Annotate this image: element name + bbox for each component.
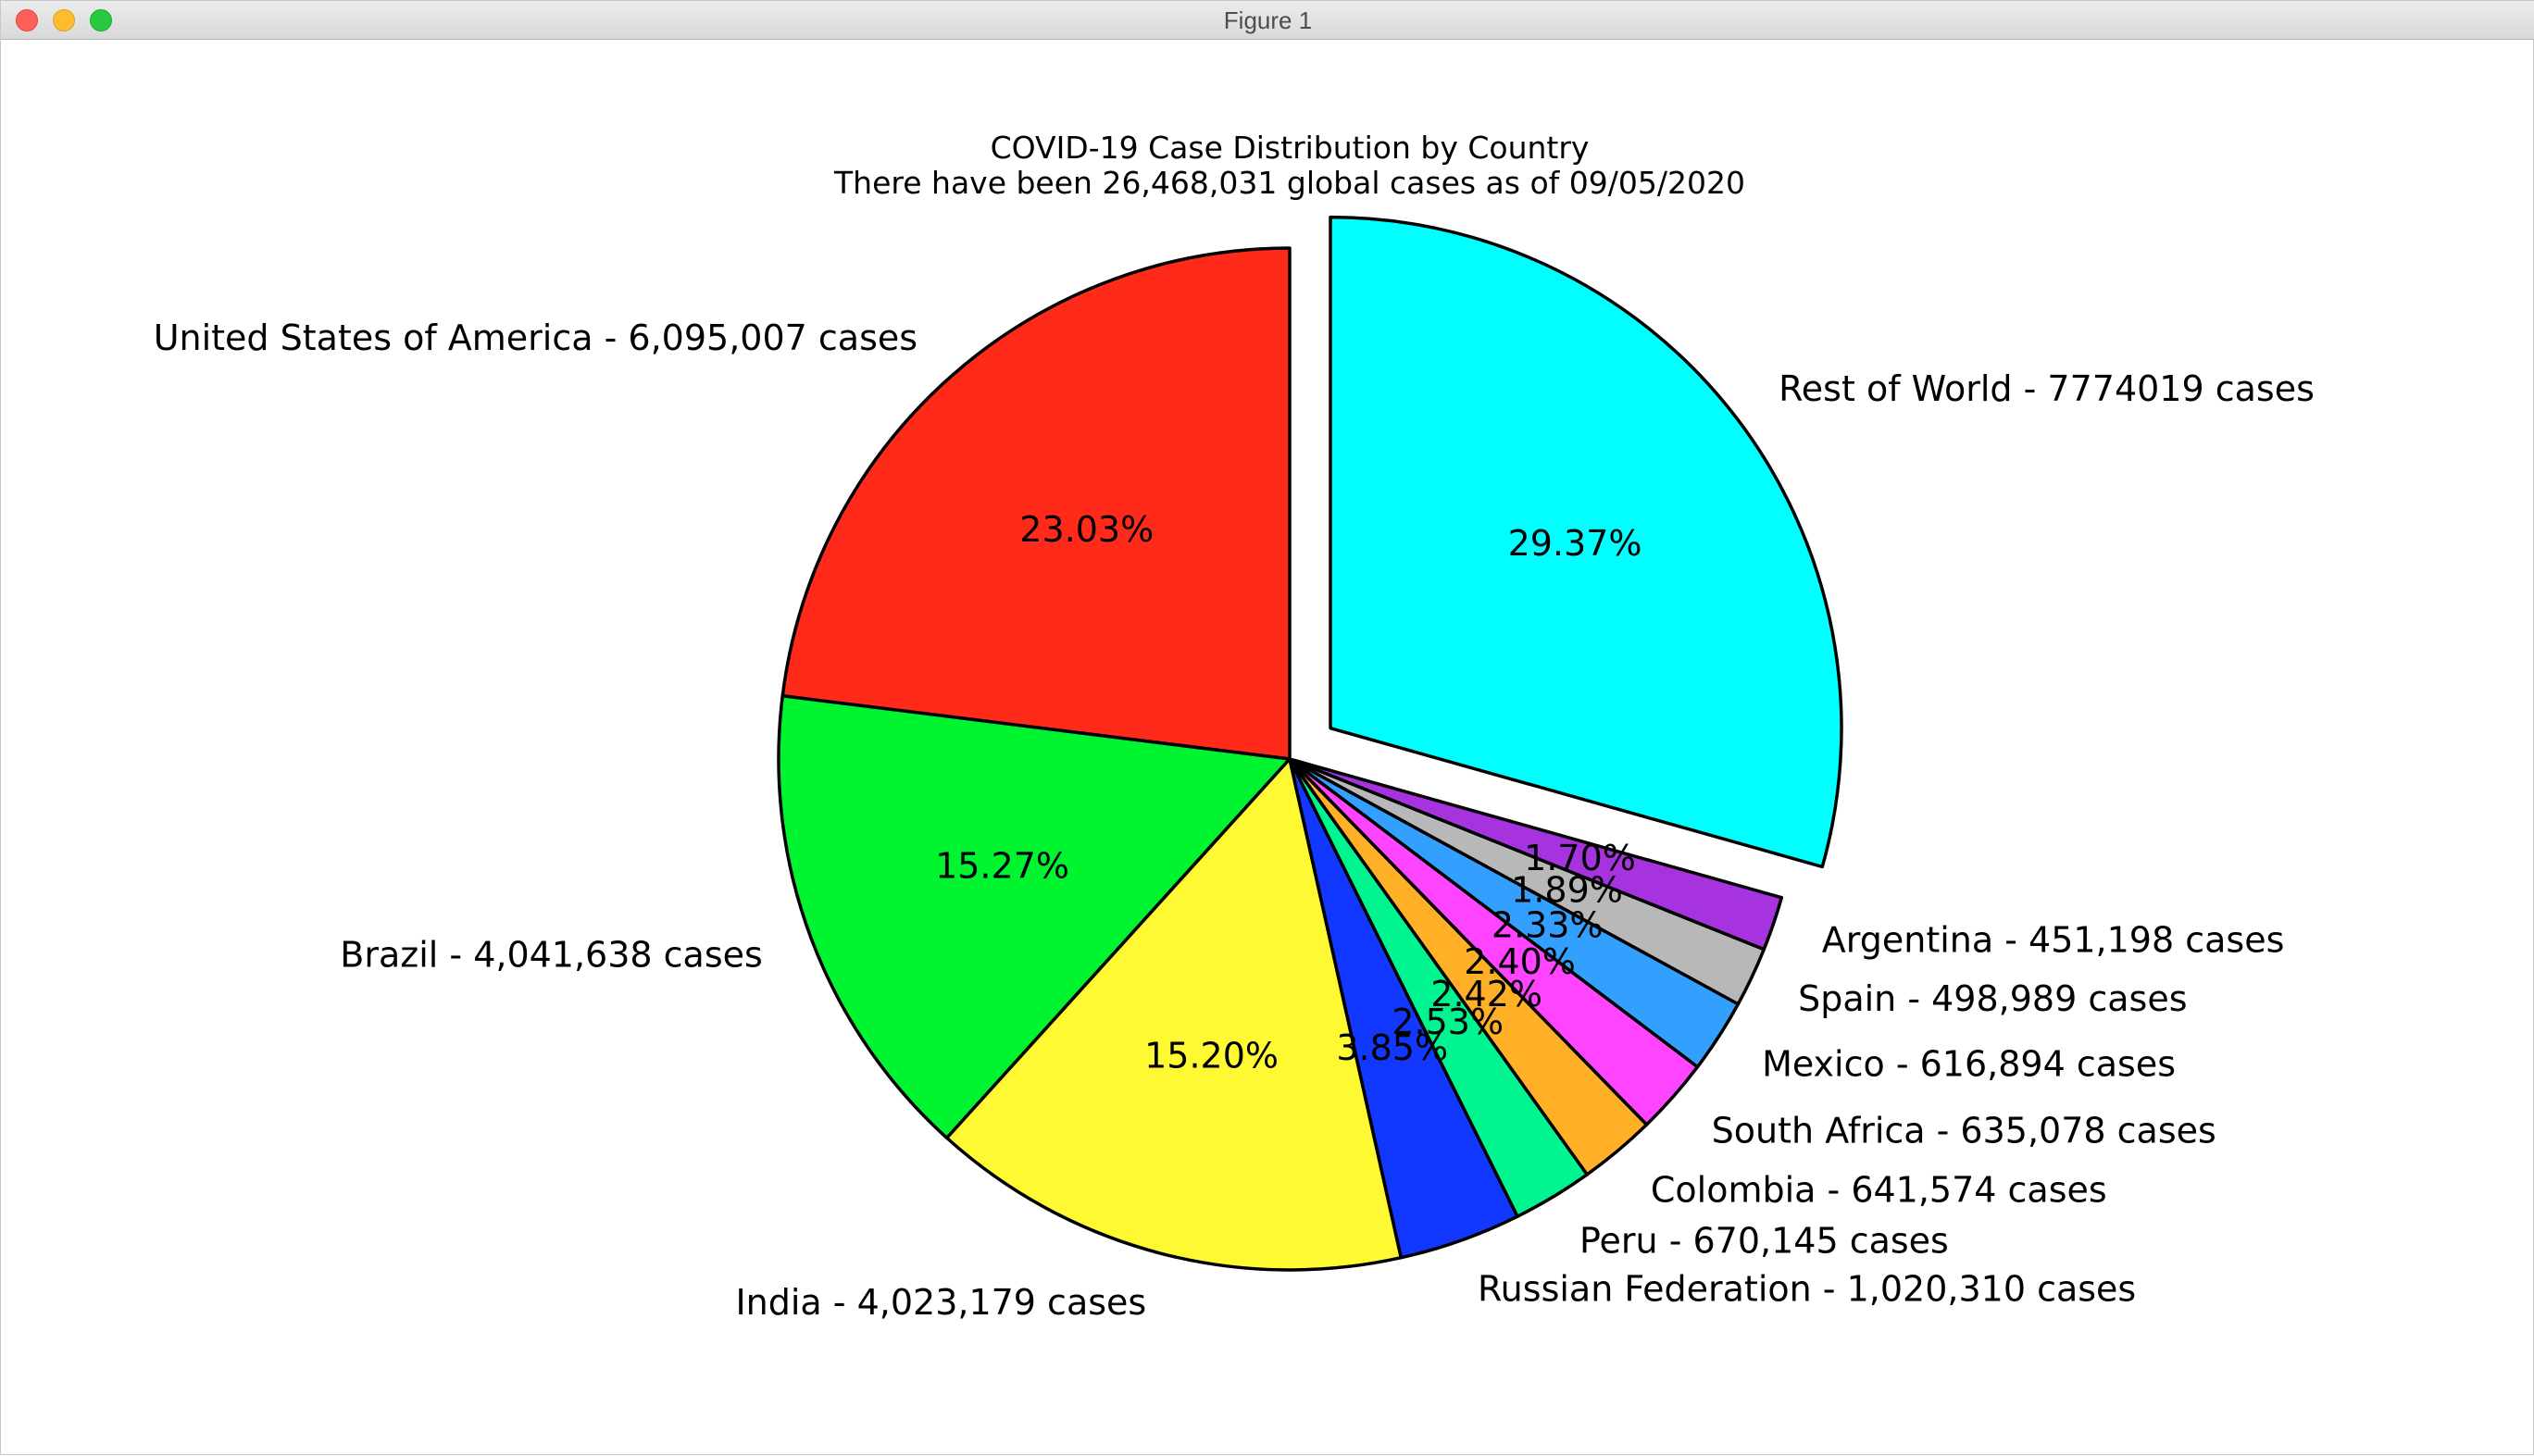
pie-slice-united-states-of-america (780, 246, 1292, 761)
percent-label-spain: 1.89% (1511, 869, 1623, 910)
chart-title: COVID-19 Case Distribution by Country (991, 130, 1590, 166)
chart-subtitle: There have been 26,468,031 global cases … (833, 165, 1745, 201)
pie-slices (777, 215, 1843, 1272)
slice-label-argentina: Argentina - 451,198 cases (1822, 920, 2285, 961)
slice-label-peru: Peru - 670,145 cases (1579, 1220, 1949, 1261)
pie-percent-labels: 23.03% 15.27% 15.20% 3.85%2.53%2.42%2.40%2.… (935, 509, 1641, 1076)
pie-chart: COVID-19 Case Distribution by Country Th… (154, 130, 2315, 1323)
slice-label-rest-of-world: Rest of World - 7774019 cases (1779, 368, 2315, 409)
percent-label-india: 15.20% (1144, 1035, 1279, 1076)
percent-label-mexico: 2.33% (1492, 905, 1604, 946)
zoom-window-button[interactable] (90, 9, 112, 31)
percent-label-south-africa: 2.40% (1464, 941, 1576, 982)
slice-label-united-states-of-america: United States of America - 6,095,007 cas… (154, 317, 917, 358)
percent-label-rest-of-world: 29.37% (1508, 523, 1642, 564)
pie-slice-india (944, 757, 1404, 1272)
pie-slice-rest-of-world (1329, 215, 1843, 869)
window-titlebar[interactable]: Figure 1 (1, 1, 2534, 40)
pie-slice-brazil (777, 694, 1292, 1140)
percent-label-russian-federation: 3.85% (1336, 1027, 1448, 1068)
window-title: Figure 1 (1223, 6, 1313, 34)
percent-label-argentina: 1.70% (1524, 838, 1636, 878)
percent-label-united-states-of-america: 23.03% (1019, 509, 1154, 550)
minimize-window-button[interactable] (53, 9, 75, 31)
pie-slice-argentina (1288, 757, 1784, 952)
close-window-button[interactable] (16, 9, 38, 31)
percent-label-colombia: 2.42% (1430, 974, 1542, 1014)
percent-label-brazil: 15.27% (935, 845, 1069, 886)
slice-label-russian-federation: Russian Federation - 1,020,310 cases (1478, 1268, 2136, 1309)
percent-label-peru: 2.53% (1392, 1002, 1504, 1042)
slice-label-spain: Spain - 498,989 cases (1798, 978, 2187, 1019)
slice-label-colombia: Colombia - 641,574 cases (1651, 1169, 2107, 1210)
slice-label-india: India - 4,023,179 cases (735, 1282, 1146, 1323)
slice-label-mexico: Mexico - 616,894 cases (1762, 1043, 2176, 1084)
figure-canvas: COVID-19 Case Distribution by Country Th… (1, 40, 2534, 1456)
slice-label-brazil: Brazil - 4,041,638 cases (340, 935, 763, 976)
slice-label-south-africa: South Africa - 635,078 cases (1712, 1110, 2216, 1151)
pie-slice-labels: United States of America - 6,095,007 cas… (154, 317, 2315, 1323)
